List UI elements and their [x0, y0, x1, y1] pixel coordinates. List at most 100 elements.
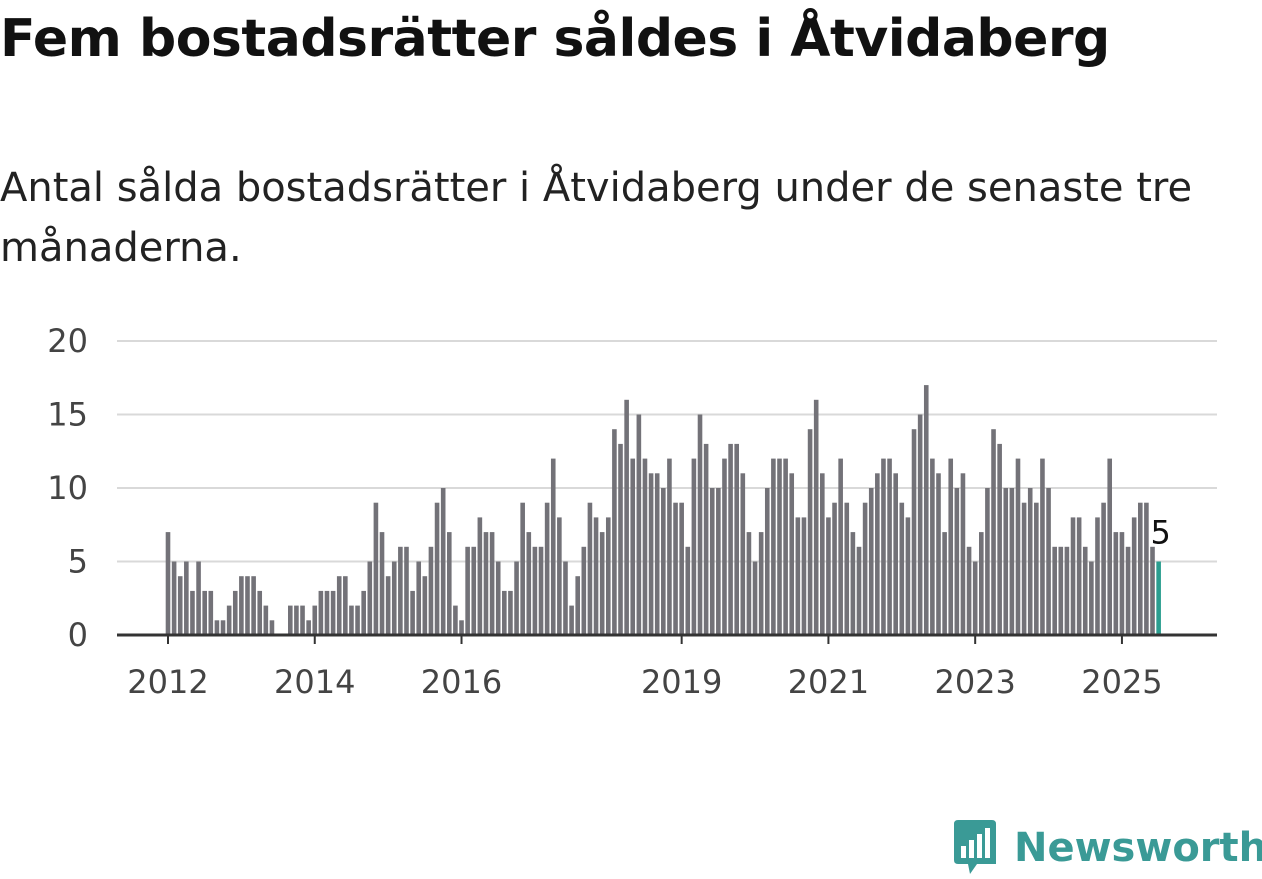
y-tick-label: 15	[47, 396, 88, 434]
bar	[226, 605, 232, 635]
bar	[1034, 502, 1039, 635]
bar	[349, 605, 354, 635]
bar	[789, 473, 795, 635]
bar	[997, 443, 1002, 635]
bar	[214, 620, 220, 635]
bar	[532, 546, 538, 635]
bar	[887, 458, 892, 635]
bar	[1113, 532, 1119, 635]
bar	[758, 532, 764, 635]
bar	[740, 473, 746, 635]
bar	[1040, 458, 1045, 635]
brand-name: Newsworthy	[1014, 825, 1262, 871]
y-tick-label: 0	[68, 616, 88, 654]
bar	[923, 385, 929, 635]
bar	[1021, 502, 1027, 635]
newsworthy-logo-icon	[954, 820, 996, 874]
bar	[722, 458, 727, 635]
bar-highlight	[1156, 561, 1161, 635]
bar	[557, 517, 562, 635]
bar	[697, 414, 703, 635]
bar	[936, 473, 941, 635]
x-tick-label: 2023	[934, 663, 1015, 701]
bar	[575, 576, 581, 635]
bar	[502, 590, 507, 635]
bar	[832, 502, 837, 635]
bar	[630, 458, 636, 635]
bar	[746, 532, 752, 635]
bar	[856, 546, 862, 635]
bar	[838, 458, 843, 635]
bar	[605, 517, 611, 635]
bar	[728, 443, 733, 635]
bar	[288, 605, 293, 635]
bar	[917, 414, 923, 635]
bar	[544, 502, 550, 635]
bar	[404, 546, 409, 635]
bar	[477, 517, 483, 635]
bar	[330, 590, 336, 635]
bar	[440, 488, 446, 635]
x-tick-label: 2012	[127, 663, 208, 701]
bar	[514, 561, 519, 635]
bar	[1046, 488, 1051, 635]
bar	[875, 473, 880, 635]
bar	[495, 561, 501, 635]
bar	[465, 546, 470, 635]
bar	[520, 502, 525, 635]
bar	[379, 532, 385, 635]
bar	[648, 473, 654, 635]
bar	[190, 590, 195, 635]
bar	[410, 590, 415, 635]
bar	[471, 546, 477, 635]
bar	[373, 502, 379, 635]
bar	[171, 561, 177, 635]
gridlines	[117, 340, 1217, 563]
bar	[942, 532, 947, 635]
bar	[709, 488, 715, 635]
brand-logo: Newsworthy	[950, 818, 1262, 878]
bar	[807, 429, 813, 635]
bar	[1015, 458, 1021, 635]
bar	[985, 488, 990, 635]
bar	[306, 620, 311, 635]
bar	[177, 576, 183, 635]
bar	[979, 532, 984, 635]
bar	[294, 605, 299, 635]
bar	[343, 576, 348, 635]
bar	[618, 443, 623, 635]
bar	[239, 576, 244, 635]
bar	[673, 502, 678, 635]
bar	[263, 605, 269, 635]
x-tick-label: 2014	[274, 663, 355, 701]
bar	[893, 473, 898, 635]
bar-series	[165, 385, 1161, 635]
bar	[844, 502, 850, 635]
bar	[654, 473, 660, 635]
bar	[1150, 546, 1155, 635]
bar	[361, 590, 366, 635]
bar	[1119, 532, 1125, 635]
bar	[453, 605, 458, 635]
bar	[795, 517, 801, 635]
bar	[336, 576, 342, 635]
bar	[483, 532, 489, 635]
bar	[734, 443, 739, 635]
bar	[1125, 546, 1131, 635]
bar	[764, 488, 770, 635]
bar	[960, 473, 966, 635]
bar	[667, 458, 672, 635]
bar	[459, 620, 464, 635]
bar	[398, 546, 403, 635]
bar	[196, 561, 201, 635]
bar	[312, 605, 318, 635]
bar	[1070, 517, 1076, 635]
bar	[691, 458, 697, 635]
bar	[300, 605, 305, 635]
bar	[1144, 502, 1149, 635]
bar	[434, 502, 440, 635]
bar	[581, 546, 587, 635]
bar	[850, 532, 856, 635]
axes: 0 5 10 15 20 5 2012 2014 2016 2019 2021 2023 2025	[47, 322, 1217, 701]
bar	[1095, 517, 1100, 635]
